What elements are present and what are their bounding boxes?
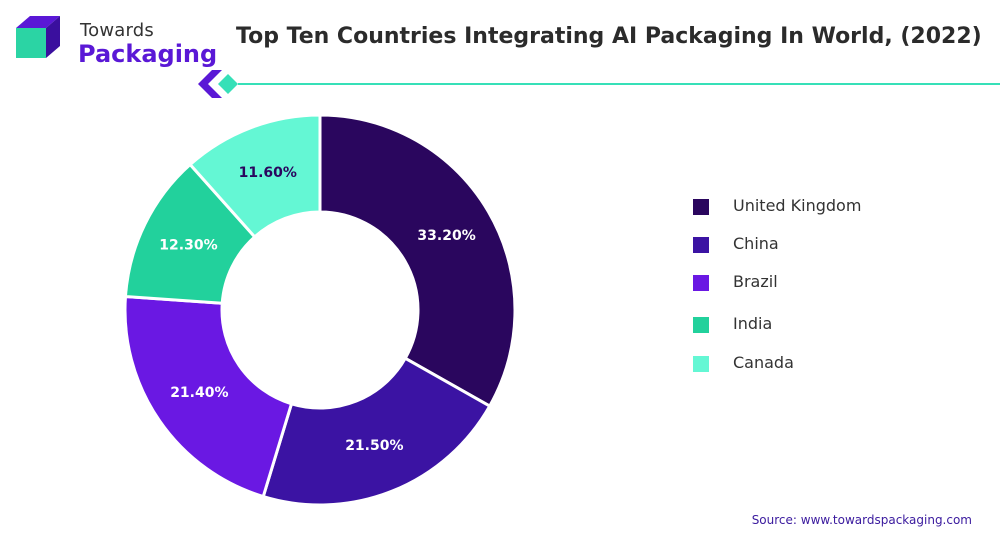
legend-swatch: [693, 356, 709, 372]
logo-text-towards: Towards: [80, 20, 154, 41]
slice-label-canada: 11.60%: [239, 165, 297, 181]
source-note: Source: www.towardspackaging.com: [751, 513, 972, 527]
legend-swatch: [693, 199, 709, 215]
legend-item: United Kingdom: [693, 196, 933, 218]
legend-label: China: [733, 234, 779, 253]
header-divider: [198, 70, 1000, 98]
legend-item: India: [693, 314, 933, 336]
slice-brazil: [123, 294, 294, 499]
donut-chart: 33.20% 21.50% 21.40% 12.30% 11.60%: [123, 113, 517, 507]
chart-title: Top Ten Countries Integrating AI Packagi…: [236, 24, 982, 49]
slice-canada: [188, 113, 322, 240]
slice-label-china: 21.50%: [345, 438, 403, 454]
divider-diamond-icon: [218, 74, 238, 94]
slice-label-india: 12.30%: [159, 238, 217, 254]
brand-logo: Towards Packaging: [12, 14, 217, 74]
legend-swatch: [693, 275, 709, 291]
legend-label: Brazil: [733, 272, 778, 291]
legend-label: India: [733, 314, 773, 333]
logo-text-packaging: Packaging: [78, 40, 218, 68]
slice-label-brazil: 21.40%: [170, 385, 228, 401]
logo-cube-icon: [16, 16, 60, 58]
legend-label: Canada: [733, 353, 794, 372]
legend-swatch: [693, 317, 709, 333]
legend-item: Brazil: [693, 272, 933, 294]
divider-chevron-icon: [198, 70, 222, 98]
slice-label-united-kingdom: 33.20%: [417, 228, 475, 244]
slice-united-kingdom: [318, 113, 517, 409]
legend-item: China: [693, 234, 933, 256]
legend-item: Canada: [693, 353, 933, 375]
legend-swatch: [693, 237, 709, 253]
slice-china: [261, 356, 492, 507]
legend-label: United Kingdom: [733, 196, 862, 215]
